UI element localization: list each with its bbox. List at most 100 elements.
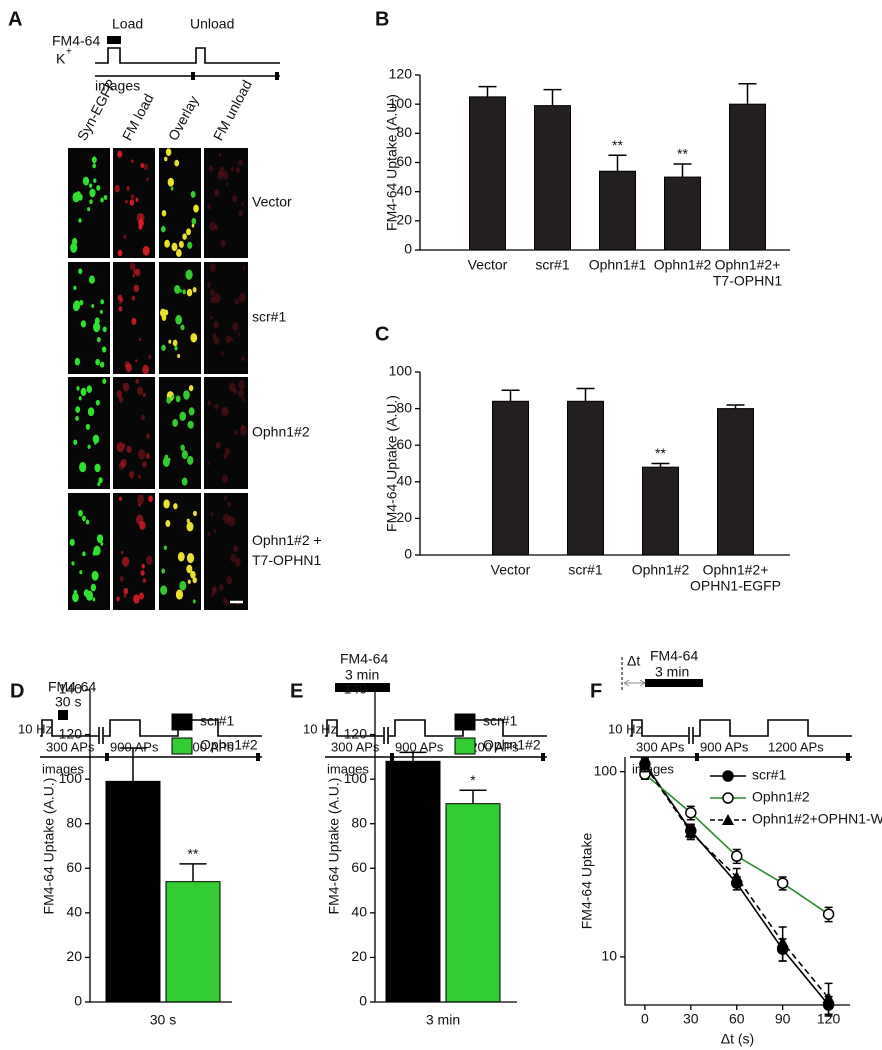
punctum (136, 386, 144, 396)
punctum (120, 550, 124, 555)
punctum (135, 359, 138, 363)
bar (567, 400, 604, 556)
panel-label: A (8, 8, 22, 30)
punctum (98, 477, 103, 484)
y-tick-label: 80 (396, 399, 412, 415)
punctum (82, 176, 90, 186)
punctum (94, 317, 100, 325)
legend-marker (722, 792, 734, 804)
punctum (78, 509, 83, 517)
dye-label: FM4-64 (650, 648, 698, 664)
punctum (138, 503, 141, 507)
punctum (172, 339, 178, 347)
punctum (96, 336, 101, 343)
duration-label: 30 s (55, 694, 81, 710)
error-bar (399, 751, 427, 762)
punctum (215, 443, 219, 448)
punctum (142, 578, 147, 584)
dye-bar (58, 710, 68, 720)
significance-label: ** (677, 146, 688, 162)
punctum (129, 199, 135, 206)
punctum (217, 171, 224, 180)
punctum (238, 210, 243, 217)
punctum (135, 268, 141, 277)
train-label: 1200 APs (463, 739, 519, 754)
punctum (192, 287, 197, 293)
marker (730, 850, 743, 862)
punctum (183, 390, 190, 400)
k-label: K (56, 51, 66, 67)
punctum (90, 583, 97, 592)
punctum (92, 434, 100, 444)
punctum (213, 337, 220, 346)
punctum (212, 586, 218, 594)
train-label: 900 APs (700, 739, 749, 754)
x-tick-label: 30 (683, 1011, 699, 1027)
x-tick-label: 60 (729, 1011, 745, 1027)
bar (534, 105, 571, 251)
y-tick-label: 80 (66, 814, 82, 830)
punctum (95, 358, 100, 366)
punctum (91, 156, 97, 164)
punctum (209, 221, 216, 231)
marker (685, 807, 697, 819)
punctum (175, 314, 183, 325)
y-tick-label: 20 (396, 212, 412, 228)
x-tick-label: OPHN1-EGFP (690, 578, 781, 594)
punctum (138, 449, 146, 460)
panel-label: F (590, 680, 602, 702)
x-tick-label: 120 (817, 1011, 841, 1027)
marker (776, 936, 789, 948)
column-label: Overlay (165, 93, 202, 143)
images-label: images (327, 761, 369, 776)
punctum (93, 545, 101, 556)
punctum (142, 392, 146, 398)
punctum (141, 414, 145, 421)
punctum (79, 570, 83, 575)
punctum (173, 503, 178, 510)
punctum (123, 594, 127, 598)
punctum (80, 320, 87, 328)
images-label: images (42, 761, 84, 776)
punctum (96, 534, 104, 544)
break-mark (383, 727, 389, 744)
punctum (191, 217, 197, 225)
punctum (182, 289, 186, 295)
legend-label: Ophn1#2+OPHN1-WT (752, 811, 882, 827)
micrograph (68, 377, 110, 489)
punctum (139, 213, 145, 221)
train-label: 900 APs (395, 739, 444, 754)
punctum (233, 545, 239, 553)
punctum (85, 519, 90, 525)
axes (624, 757, 850, 1006)
image-tick (191, 72, 195, 80)
y-tick-label: 60 (396, 436, 412, 452)
punctum (222, 513, 231, 524)
punctum (163, 545, 167, 550)
error-bar (608, 154, 627, 172)
error-bar (726, 404, 745, 409)
micrograph (113, 493, 155, 610)
punctum (163, 309, 169, 316)
dye-label: FM4-64 (48, 679, 96, 695)
punctum (124, 360, 130, 369)
punctum (214, 403, 219, 410)
punctum (72, 592, 79, 603)
punctum (146, 177, 149, 181)
punctum (210, 512, 214, 517)
punctum (172, 419, 178, 427)
punctum (87, 207, 91, 212)
legend-label: scr#1 (200, 713, 234, 729)
punctum (78, 268, 83, 275)
punctum (234, 298, 239, 305)
punctum (129, 262, 136, 271)
y-tick-label: 20 (351, 948, 367, 964)
legend-label: scr#1 (483, 713, 517, 729)
y-tick-label: 40 (351, 904, 367, 920)
stimulus-trace (630, 719, 852, 737)
bar (642, 466, 679, 556)
y-axis-label: FM4-64 Uptake (A.U.) (326, 778, 342, 915)
y-tick-label: 60 (66, 859, 82, 875)
duration-label: 3 min (345, 667, 379, 683)
